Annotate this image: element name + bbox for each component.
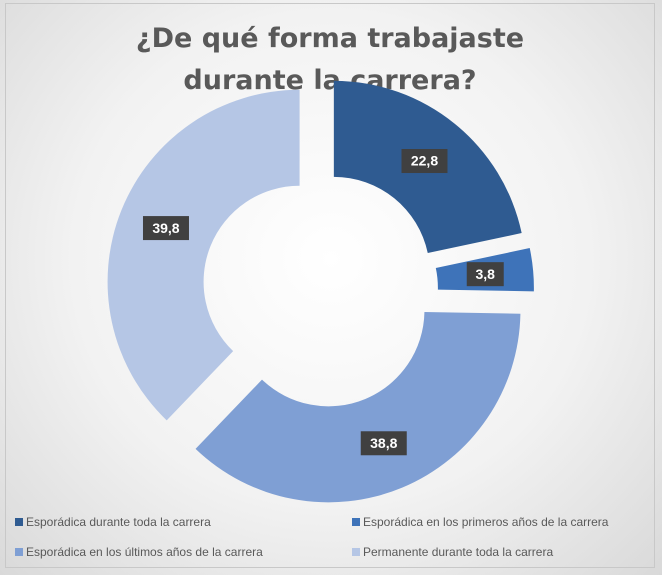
legend-label: Esporádica en los últimos años de la car… bbox=[26, 545, 263, 559]
value-label-box bbox=[401, 149, 448, 174]
value-label: 3,8 bbox=[476, 266, 496, 282]
legend-label: Permanente durante toda la carrera bbox=[363, 545, 553, 559]
legend-swatch bbox=[352, 548, 360, 556]
legend-swatch bbox=[15, 548, 23, 556]
value-label-box bbox=[360, 431, 407, 456]
legend-label: Esporádica durante toda la carrera bbox=[26, 515, 211, 529]
slice bbox=[107, 89, 300, 421]
chart-title: ¿De qué forma trabajaste durante la carr… bbox=[135, 23, 525, 96]
legend-swatch bbox=[15, 518, 23, 526]
value-label: 22,8 bbox=[411, 153, 438, 169]
value-label-box bbox=[466, 262, 504, 287]
legend-label: Esporádica en los primeros años de la ca… bbox=[363, 515, 609, 529]
value-label-box bbox=[142, 216, 189, 241]
value-label: 38,8 bbox=[370, 435, 397, 451]
slice bbox=[195, 312, 521, 503]
chart-border bbox=[5, 3, 655, 568]
value-label: 39,8 bbox=[152, 220, 179, 236]
legend-swatch bbox=[352, 518, 360, 526]
